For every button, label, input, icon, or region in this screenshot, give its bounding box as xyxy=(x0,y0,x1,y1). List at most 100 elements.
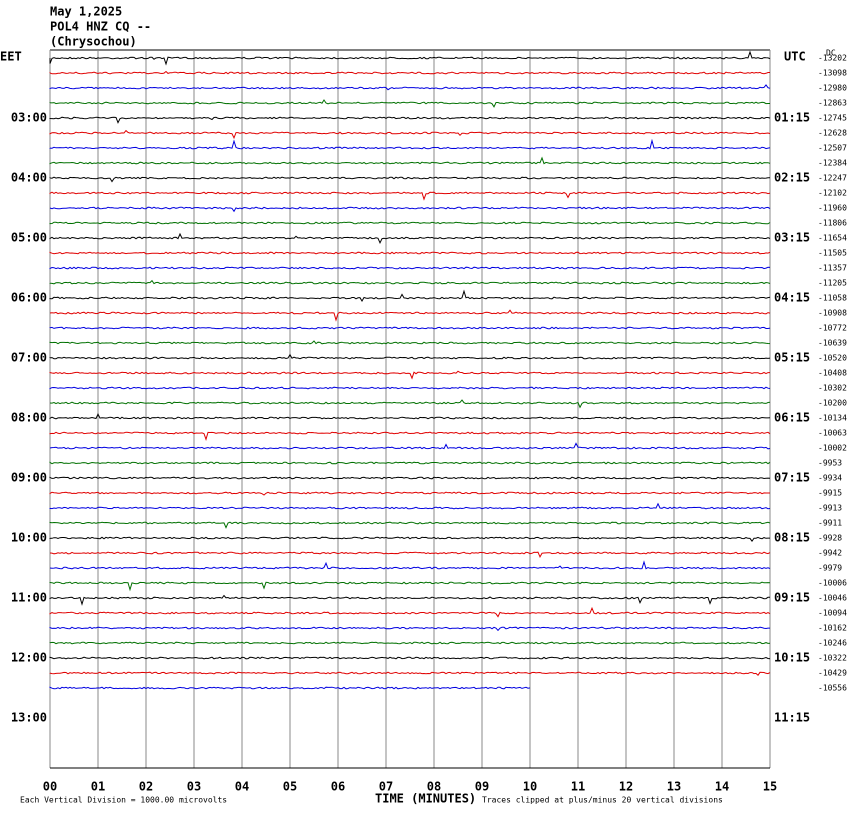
trace xyxy=(49,289,771,302)
dc-offset: -12507 xyxy=(818,144,847,153)
left-hour-label: 06:00 xyxy=(11,291,47,305)
trace xyxy=(49,279,771,285)
dc-offset: -9942 xyxy=(818,549,842,558)
x-tick-label: 15 xyxy=(763,780,777,794)
trace xyxy=(49,626,770,632)
trace xyxy=(49,686,531,690)
right-hour-label: 08:15 xyxy=(774,531,810,545)
x-tick-label: 06 xyxy=(331,780,345,794)
trace xyxy=(49,461,771,465)
left-hour-label: 10:00 xyxy=(11,531,47,545)
trace xyxy=(49,70,770,75)
dc-offset: -12980 xyxy=(818,84,847,93)
trace xyxy=(49,551,771,559)
footer-left: Each Vertical Division = 1000.00 microvo… xyxy=(20,796,227,805)
x-tick-label: 10 xyxy=(523,780,537,794)
dc-offset: -10134 xyxy=(818,414,847,423)
trace xyxy=(49,232,771,244)
right-hour-label: 06:15 xyxy=(774,411,810,425)
x-tick-label: 11 xyxy=(571,780,585,794)
dc-offset: -9934 xyxy=(818,474,842,483)
trace xyxy=(49,502,771,510)
dc-offset: -9953 xyxy=(818,459,842,468)
x-tick-label: 08 xyxy=(427,780,441,794)
right-hour-label: 04:15 xyxy=(774,291,810,305)
dc-offset: -11058 xyxy=(818,294,847,303)
left-hour-label: 13:00 xyxy=(11,711,47,725)
trace xyxy=(49,221,771,225)
trace xyxy=(49,84,771,91)
right-hour-label: 05:15 xyxy=(774,351,810,365)
x-axis-label: TIME (MINUTES) xyxy=(375,792,476,806)
trace xyxy=(49,656,771,660)
dc-offset: -9911 xyxy=(818,519,842,528)
trace xyxy=(49,491,770,496)
trace xyxy=(49,413,771,420)
dc-offset: -10908 xyxy=(818,309,847,318)
left-hour-label: 11:00 xyxy=(11,591,47,605)
dc-offset: -9913 xyxy=(818,504,842,513)
trace xyxy=(49,521,771,529)
dc-offset: -10556 xyxy=(818,684,847,693)
dc-offset: -13098 xyxy=(818,69,847,78)
title-line: May 1,2025 xyxy=(50,5,122,19)
trace xyxy=(49,129,771,140)
left-hour-label: 04:00 xyxy=(11,171,47,185)
x-tick-label: 00 xyxy=(43,780,57,794)
left-zone: EET xyxy=(0,50,22,64)
trace xyxy=(49,399,771,409)
dc-offset: -12247 xyxy=(818,174,847,183)
trace xyxy=(49,156,771,165)
dc-offset: -12863 xyxy=(818,99,847,108)
dc-offset: -10429 xyxy=(818,669,847,678)
left-hour-label: 07:00 xyxy=(11,351,47,365)
x-tick-label: 04 xyxy=(235,780,249,794)
dc-offset: -11505 xyxy=(818,249,847,258)
trace xyxy=(49,309,771,322)
dc-offset: -13202 xyxy=(818,54,847,63)
right-hour-label: 02:15 xyxy=(774,171,810,185)
dc-offset: -9915 xyxy=(818,489,842,498)
dc-offset: -10302 xyxy=(818,384,847,393)
dc-offset: -10063 xyxy=(818,429,847,438)
trace xyxy=(49,99,770,108)
trace xyxy=(49,116,771,124)
trace xyxy=(49,431,771,441)
x-tick-label: 14 xyxy=(715,780,729,794)
trace xyxy=(49,386,771,390)
right-hour-label: 09:15 xyxy=(774,591,810,605)
dc-offset: -10772 xyxy=(818,324,847,333)
dc-offset: -11960 xyxy=(818,204,847,213)
right-hour-label: 11:15 xyxy=(774,711,810,725)
dc-offset: -10162 xyxy=(818,624,847,633)
x-tick-label: 01 xyxy=(91,780,105,794)
trace xyxy=(49,671,771,676)
trace xyxy=(49,606,771,618)
trace xyxy=(49,353,771,360)
x-tick-label: 12 xyxy=(619,780,633,794)
x-tick-label: 05 xyxy=(283,780,297,794)
footer-right: Traces clipped at plus/minus 20 vertical… xyxy=(482,796,723,805)
right-zone: UTC xyxy=(784,50,806,64)
dc-offset: -10520 xyxy=(818,354,847,363)
trace xyxy=(49,442,771,450)
dc-offset: -12628 xyxy=(818,129,847,138)
left-hour-label: 05:00 xyxy=(11,231,47,245)
dc-offset: -9928 xyxy=(818,534,842,543)
dc-offset: -11654 xyxy=(818,234,847,243)
trace xyxy=(49,641,771,645)
trace xyxy=(49,340,771,345)
right-hour-label: 07:15 xyxy=(774,471,810,485)
x-tick-label: 07 xyxy=(379,780,393,794)
dc-offset: -10046 xyxy=(818,594,847,603)
trace xyxy=(49,206,771,213)
left-hour-label: 12:00 xyxy=(11,651,47,665)
left-hour-label: 09:00 xyxy=(11,471,47,485)
right-hour-label: 01:15 xyxy=(774,111,810,125)
trace xyxy=(49,476,771,480)
x-tick-label: 02 xyxy=(139,780,153,794)
dc-offset: -10200 xyxy=(818,399,847,408)
trace xyxy=(49,191,771,201)
left-hour-label: 03:00 xyxy=(11,111,47,125)
